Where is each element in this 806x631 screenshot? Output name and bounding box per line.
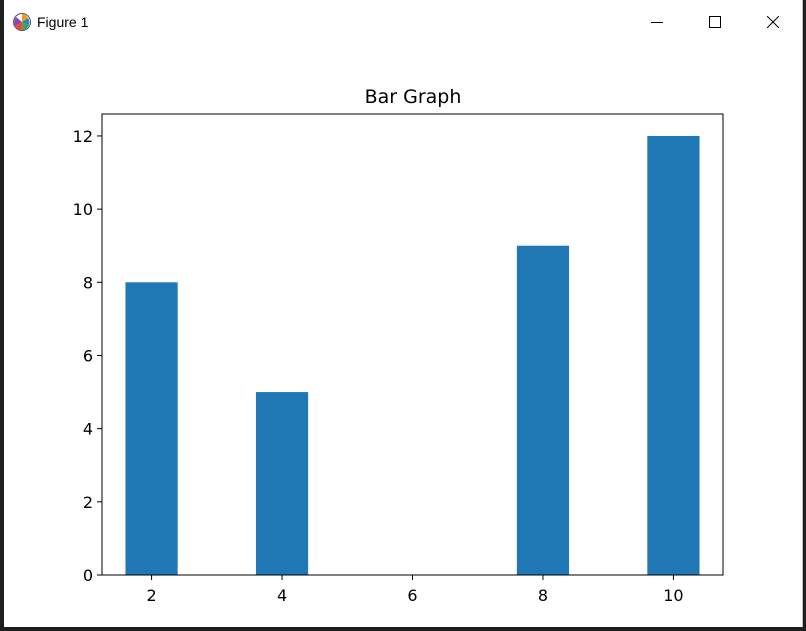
y-tick-label: 10 [73,200,93,219]
maximize-icon [709,16,721,28]
x-tick-label: 2 [146,586,156,605]
y-tick-label: 0 [83,566,93,585]
axes-frame [101,113,724,576]
figure-window: Figure 1 Bar Graph 0 2 4 6 8 10 12 2 4 6 8 10 [4,0,803,627]
matplotlib-logo-icon [13,13,31,31]
bars-group [125,135,700,575]
x-tick-label: 6 [407,586,417,605]
chart-title: Bar Graph [365,86,462,108]
minimize-icon [651,22,663,23]
close-icon [767,16,779,28]
y-tick-label: 6 [83,346,93,365]
x-tick-label: 8 [538,586,548,605]
y-tick-label: 4 [83,420,93,439]
x-axis-ticks: 2 4 6 8 10 [146,575,684,605]
y-tick-label: 8 [83,273,93,292]
y-tick-label: 2 [83,493,93,512]
bar-chart: Bar Graph 0 2 4 6 8 10 12 2 4 6 8 10 [73,86,724,605]
bar-4 [255,392,309,575]
close-button[interactable] [744,0,802,44]
chart-area: Bar Graph 0 2 4 6 8 10 12 2 4 6 8 10 [4,44,802,627]
x-tick-label: 4 [277,586,287,605]
minimize-button[interactable] [628,0,686,44]
maximize-button[interactable] [686,0,744,44]
window-title: Figure 1 [37,14,89,30]
y-tick-label: 12 [73,127,93,146]
x-tick-label: 10 [663,586,683,605]
bar-2 [125,282,178,575]
y-axis-ticks: 0 2 4 6 8 10 12 [73,127,102,585]
title-bar[interactable]: Figure 1 [4,0,802,44]
bar-10 [647,135,700,575]
bar-8 [516,245,570,575]
